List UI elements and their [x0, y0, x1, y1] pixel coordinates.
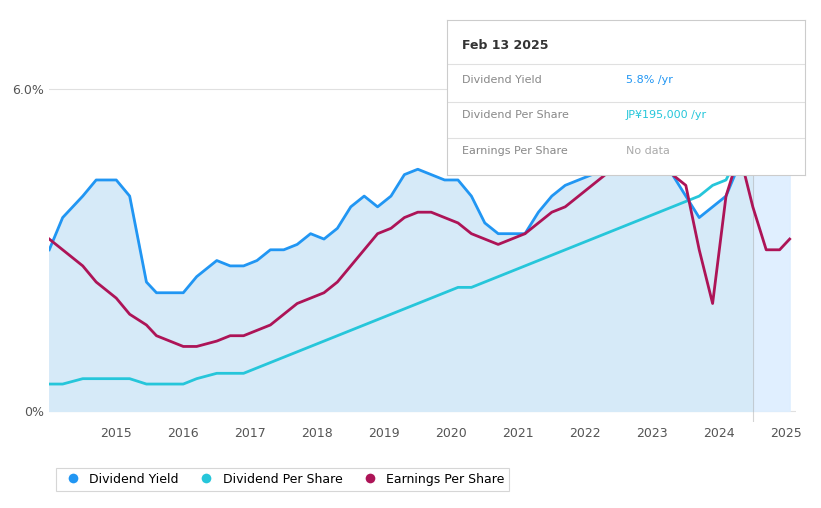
Text: Earnings Per Share: Earnings Per Share	[461, 146, 567, 156]
Text: Dividend Per Share: Dividend Per Share	[461, 110, 569, 120]
Legend: Dividend Yield, Dividend Per Share, Earnings Per Share: Dividend Yield, Dividend Per Share, Earn…	[56, 467, 509, 491]
Text: No data: No data	[626, 146, 670, 156]
Text: Dividend Yield: Dividend Yield	[461, 75, 542, 84]
Text: 5.8% /yr: 5.8% /yr	[626, 75, 673, 84]
Text: Feb 13 2025: Feb 13 2025	[461, 39, 548, 52]
Text: JP¥195,000 /yr: JP¥195,000 /yr	[626, 110, 707, 120]
Text: Past: Past	[756, 81, 779, 90]
